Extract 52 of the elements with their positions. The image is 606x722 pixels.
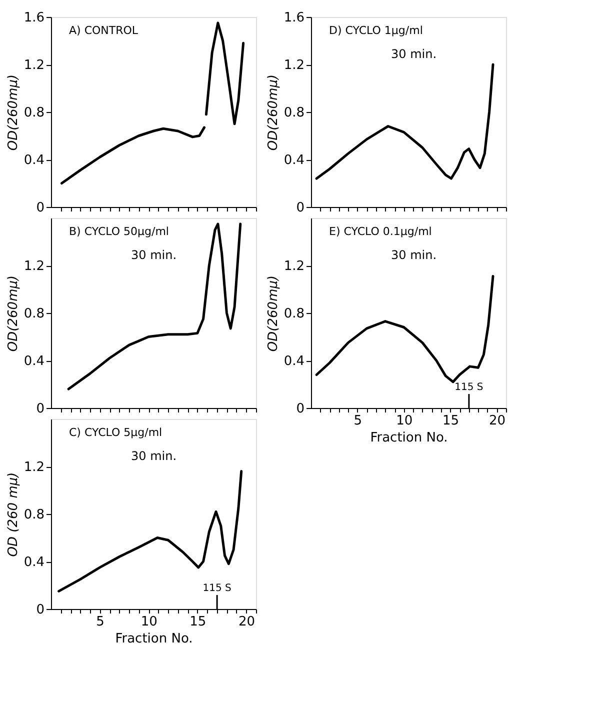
- y-tick-label: 0: [36, 402, 44, 416]
- y-tick-label: 1.6: [284, 10, 304, 26]
- y-tick-label: 0.8: [284, 306, 304, 322]
- x-tick-label: 5: [354, 414, 362, 428]
- y-tick-label: 0: [36, 200, 44, 216]
- text: 30 min.: [391, 248, 437, 262]
- line-series: [315, 63, 494, 180]
- y-tick-label: 0.8: [284, 106, 304, 120]
- y-tick-label: 1.2: [24, 460, 44, 475]
- y-axis-title: OD(260mμ): [266, 275, 281, 352]
- y-tick-label: 1.2: [24, 259, 44, 274]
- y-tick-label: 0: [36, 602, 44, 618]
- text: 30 min.: [131, 248, 177, 262]
- x-tick-label: 5: [96, 614, 104, 630]
- line-series: [315, 274, 494, 384]
- y-tick-label: 0.4: [24, 555, 44, 570]
- x-axis-title: Fraction No.: [115, 632, 193, 646]
- line-series: [67, 222, 242, 390]
- y-axis-title: OD(260mμ): [266, 74, 281, 151]
- x-tick-label: 20: [488, 414, 506, 428]
- x-tick-label: 20: [238, 614, 256, 630]
- text: 30 min.: [391, 47, 437, 61]
- y-tick-label: 0.8: [24, 306, 44, 322]
- x-axis-title: Fraction No.: [370, 430, 448, 446]
- y-axis-title: OD(260mμ): [6, 275, 21, 352]
- text: B) CYCLO 50μg/ml: [69, 225, 169, 238]
- x-tick-label: 10: [140, 614, 158, 630]
- annotation: 115 S: [202, 583, 232, 594]
- y-tick-label: 1.2: [284, 259, 304, 274]
- y-axis-title: OD(260mμ): [6, 74, 21, 151]
- annotation: 115 S: [454, 382, 484, 393]
- y-tick-label: 0.4: [284, 153, 304, 168]
- y-tick-label: 0.4: [284, 354, 304, 369]
- x-tick-label: 10: [396, 414, 413, 428]
- text: E) CYCLO 0.1μg/ml: [329, 225, 432, 238]
- text: C) CYCLO 5μg/ml: [69, 426, 162, 439]
- text: 30 min.: [131, 449, 177, 463]
- y-tick-label: 0.4: [24, 354, 44, 369]
- line-series: [58, 470, 243, 592]
- x-tick-label: 15: [190, 614, 206, 630]
- y-tick-label: 0.8: [24, 106, 44, 120]
- y-axis-title: OD (260 mμ): [6, 472, 21, 557]
- text: D) CYCLO 1μg/ml: [329, 24, 423, 37]
- text: A) CONTROL: [69, 24, 139, 37]
- y-tick-label: 1.2: [284, 58, 304, 73]
- y-tick-label: 0: [296, 200, 304, 216]
- y-tick-label: 0.4: [24, 153, 44, 168]
- y-tick-label: 1.2: [24, 58, 44, 73]
- x-tick-label: 15: [442, 414, 460, 428]
- y-tick-label: 0: [296, 402, 304, 416]
- y-tick-label: 0.8: [24, 508, 44, 522]
- y-tick-label: 1.6: [24, 10, 44, 26]
